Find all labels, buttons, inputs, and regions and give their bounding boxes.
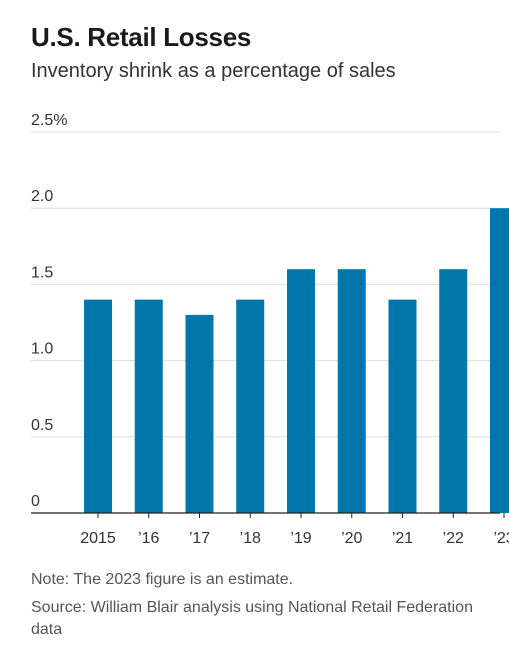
chart-subtitle: Inventory shrink as a percentage of sale… — [31, 60, 396, 82]
x-tick-label: ’17 — [189, 530, 210, 547]
x-tick-label: ’19 — [290, 530, 311, 547]
x-tick-label: 2015 — [80, 530, 116, 547]
y-tick-label: 0 — [31, 493, 40, 510]
bar — [287, 269, 315, 513]
y-tick-label: 1.0 — [31, 341, 53, 358]
chart-note: Note: The 2023 figure is an estimate. — [31, 571, 294, 588]
x-tick-label: ’21 — [392, 530, 413, 547]
x-tick-label: ’22 — [443, 530, 464, 547]
y-tick-label: 0.5 — [31, 417, 53, 434]
y-tick-label: 2.5% — [31, 112, 67, 129]
chart-source: Source: William Blair analysis using Nat… — [31, 599, 473, 638]
bar — [439, 269, 468, 513]
bar — [185, 314, 214, 513]
bar — [490, 208, 509, 513]
chart-title: U.S. Retail Losses — [31, 22, 252, 52]
bar — [134, 299, 163, 513]
y-tick-label: 2.0 — [31, 188, 53, 205]
x-tick-label: ’23 — [493, 530, 509, 547]
tick-labels: 0 0.5 1.0 1.5 2.0 2.5% 2015 ’16 ’17 ’18 ’19 ’20 ’21 ’… — [31, 112, 509, 547]
y-tick-label: 1.5 — [31, 264, 53, 281]
x-tick-label: ’16 — [138, 530, 159, 547]
bar — [388, 299, 417, 513]
bars — [84, 208, 509, 518]
bar — [236, 299, 265, 513]
bar — [84, 299, 112, 513]
x-tick-label: ’18 — [240, 530, 261, 547]
bar — [337, 269, 366, 513]
x-tick-label: ’20 — [341, 530, 362, 547]
